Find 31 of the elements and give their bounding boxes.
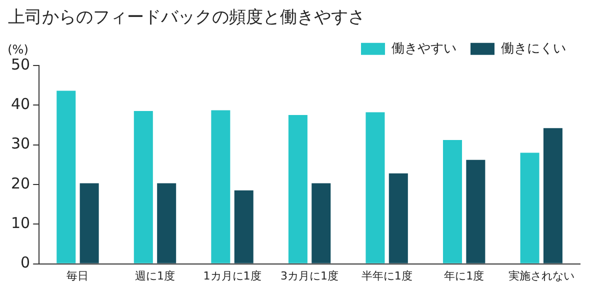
x-tick-label: 実施されない bbox=[508, 269, 574, 282]
legend-label: 働きやすい bbox=[392, 41, 456, 56]
x-tick-label: 週に1度 bbox=[134, 269, 175, 282]
x-tick-label: 3カ月に1度 bbox=[280, 269, 339, 282]
y-tick-label: 50 bbox=[10, 55, 30, 74]
bar bbox=[442, 140, 462, 264]
chart-title: 上司からのフィードバックの頻度と働きやすさ bbox=[8, 8, 365, 28]
bar bbox=[388, 173, 408, 264]
bar bbox=[466, 160, 486, 264]
x-tick-label: 半年に1度 bbox=[361, 269, 412, 282]
bar bbox=[80, 183, 99, 264]
bar bbox=[211, 110, 230, 264]
x-tick-label: 毎日 bbox=[66, 269, 89, 282]
bar bbox=[520, 152, 540, 264]
y-tick-label: 20 bbox=[10, 174, 30, 192]
x-tick-label: 1カ月に1度 bbox=[203, 269, 262, 282]
y-tick-label: 0 bbox=[20, 254, 30, 272]
y-axis-title: (%) bbox=[8, 42, 28, 57]
legend-label: 働きにくい bbox=[501, 41, 566, 56]
bar bbox=[56, 90, 76, 264]
bar bbox=[157, 183, 176, 264]
y-tick-label: 10 bbox=[10, 214, 30, 232]
bar bbox=[543, 128, 562, 264]
bar bbox=[312, 183, 331, 264]
y-tick-label: 40 bbox=[10, 94, 30, 113]
bar bbox=[288, 115, 308, 264]
bar bbox=[234, 190, 254, 264]
x-tick-label: 年に1度 bbox=[444, 269, 484, 282]
bar bbox=[366, 112, 385, 264]
y-tick-label: 30 bbox=[10, 134, 30, 153]
bar bbox=[134, 111, 153, 264]
